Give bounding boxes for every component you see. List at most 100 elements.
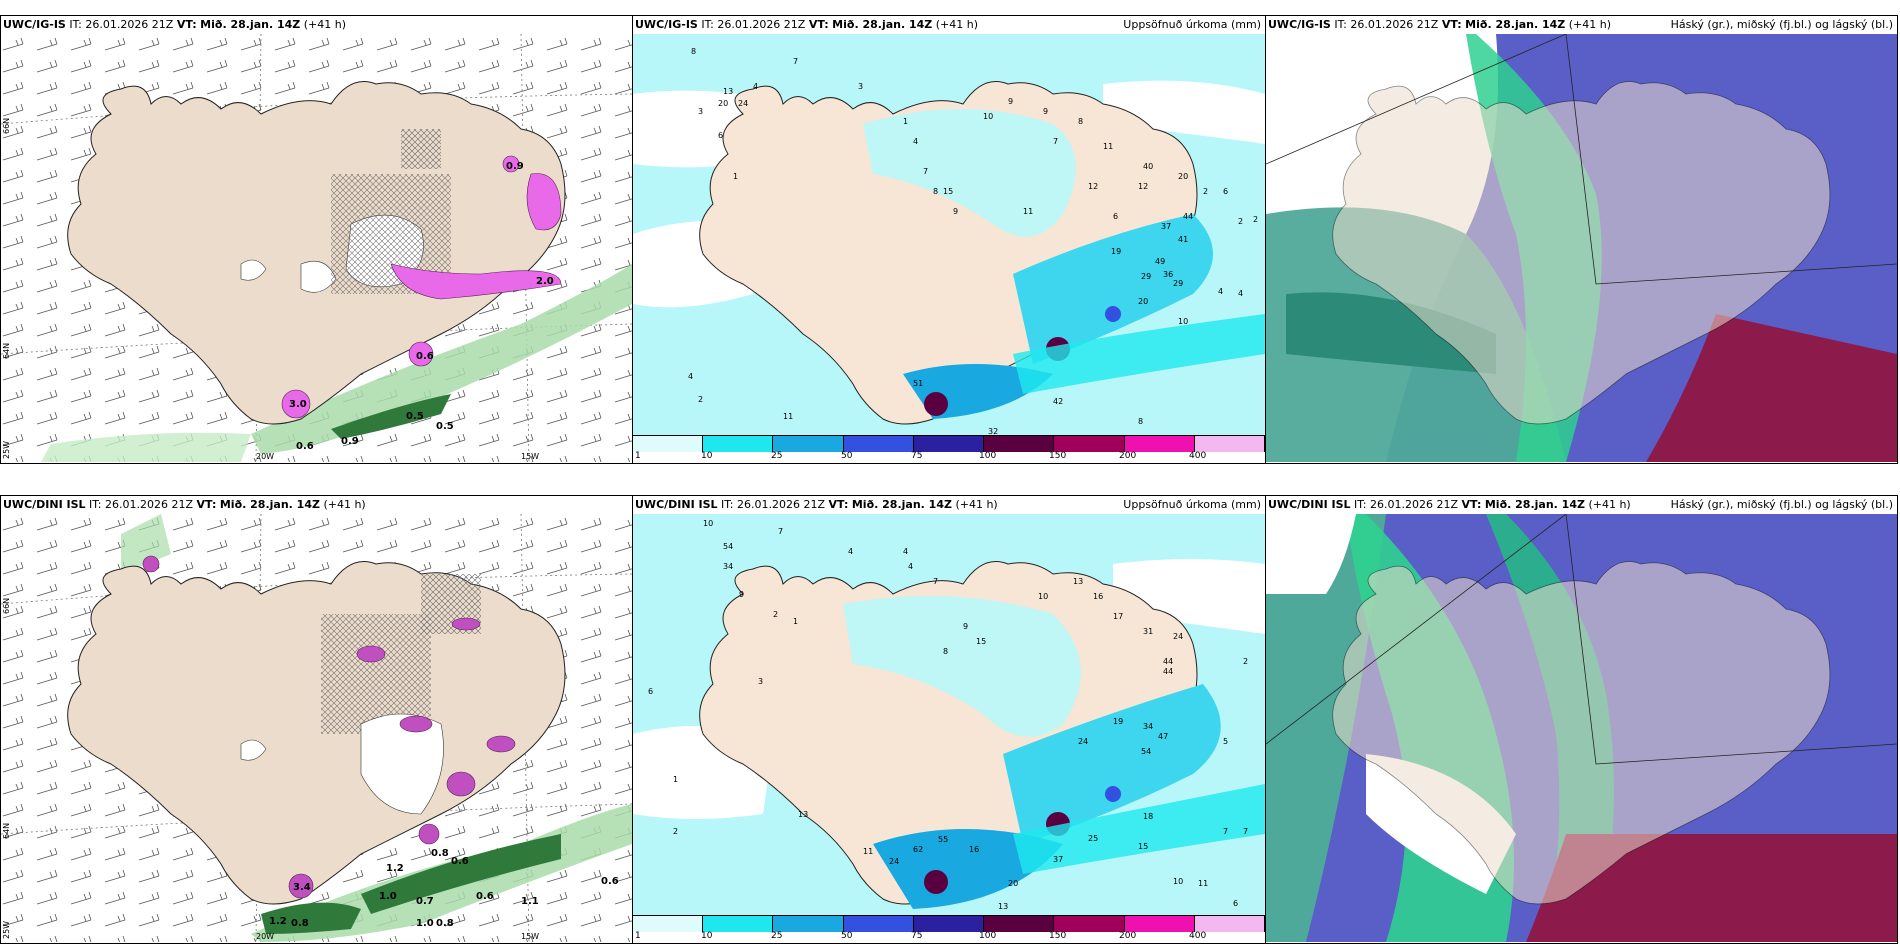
it-value: 26.01.2026 21Z bbox=[717, 18, 806, 31]
model-name: UWC/IG-IS bbox=[635, 18, 698, 31]
svg-text:8: 8 bbox=[1078, 117, 1083, 126]
lat-label: 66N bbox=[2, 598, 11, 614]
svg-text:25: 25 bbox=[1088, 834, 1098, 843]
svg-text:51: 51 bbox=[913, 379, 923, 388]
legend-swatch bbox=[1194, 436, 1265, 452]
svg-text:6: 6 bbox=[1223, 187, 1228, 196]
svg-text:11: 11 bbox=[1198, 879, 1208, 888]
snow-value: 0.6 bbox=[296, 441, 314, 452]
lead-time: (+41 h) bbox=[323, 498, 366, 511]
panel-precip-bottom: UWC/DINI ISL IT: 26.01.2026 21Z VT: Mið.… bbox=[632, 495, 1266, 944]
legend-swatch bbox=[633, 436, 704, 452]
snow-value: 0.6 bbox=[476, 891, 494, 902]
svg-text:1: 1 bbox=[733, 172, 738, 181]
svg-text:44: 44 bbox=[1163, 667, 1173, 676]
precip-map: 8 7 3 4 13 20 24 3 6 1 1 4 7 8 15 9 10 9… bbox=[633, 34, 1265, 435]
svg-text:15: 15 bbox=[943, 187, 953, 196]
svg-text:18: 18 bbox=[1143, 812, 1153, 821]
svg-text:10: 10 bbox=[1178, 317, 1188, 326]
svg-text:20: 20 bbox=[1178, 172, 1188, 181]
lon-label: 15W bbox=[521, 452, 539, 461]
svg-text:13: 13 bbox=[998, 902, 1008, 911]
panel-header: UWC/DINI ISL IT: 26.01.2026 21Z VT: Mið.… bbox=[1, 496, 632, 514]
svg-text:7: 7 bbox=[1053, 137, 1058, 146]
svg-text:4: 4 bbox=[688, 372, 693, 381]
precip-values: 8 7 3 4 13 20 24 3 6 1 1 4 7 8 15 9 10 9… bbox=[688, 47, 1258, 435]
svg-text:3: 3 bbox=[858, 82, 863, 91]
svg-text:62: 62 bbox=[913, 845, 923, 854]
svg-text:1: 1 bbox=[793, 617, 798, 626]
snow-value: 0.5 bbox=[406, 411, 424, 422]
svg-text:29: 29 bbox=[1141, 272, 1151, 281]
svg-text:19: 19 bbox=[1113, 717, 1123, 726]
svg-text:9: 9 bbox=[739, 590, 744, 599]
vt-value: Mið. 28.jan. 14Z bbox=[1484, 498, 1585, 511]
panel-header: UWC/DINI ISL IT: 26.01.2026 21Z VT: Mið.… bbox=[633, 496, 1265, 514]
vt-label: VT: bbox=[176, 18, 197, 31]
lon-label: 25W bbox=[2, 441, 11, 459]
legend-swatch bbox=[1054, 436, 1125, 452]
svg-text:8: 8 bbox=[943, 647, 948, 656]
lead-time: (+41 h) bbox=[303, 18, 347, 31]
svg-text:2: 2 bbox=[773, 610, 778, 619]
svg-text:31: 31 bbox=[1143, 627, 1153, 636]
svg-text:9: 9 bbox=[1008, 97, 1013, 106]
lead-time: (+41 h) bbox=[1568, 18, 1612, 31]
legend-label: 50 bbox=[841, 931, 853, 941]
svg-text:7: 7 bbox=[1243, 827, 1248, 836]
legend-label: 25 bbox=[771, 931, 783, 941]
legend-label: 10 bbox=[701, 451, 713, 461]
svg-text:4: 4 bbox=[753, 82, 758, 91]
it-label: IT: bbox=[1354, 498, 1367, 511]
it-label: IT: bbox=[89, 498, 102, 511]
svg-text:3: 3 bbox=[758, 677, 763, 686]
svg-text:6: 6 bbox=[648, 687, 653, 696]
svg-text:55: 55 bbox=[938, 835, 948, 844]
svg-text:2: 2 bbox=[698, 395, 703, 404]
panel-clouds-bottom: UWC/DINI ISL IT: 26.01.2026 21Z VT: Mið.… bbox=[1265, 495, 1898, 944]
panel-wind-snow-top: UWC/IG-IS IT: 26.01.2026 21Z VT: Mið. 28… bbox=[0, 15, 633, 464]
panel-wind-snow-bottom: UWC/DINI ISL IT: 26.01.2026 21Z VT: Mið.… bbox=[0, 495, 633, 944]
snow-value: 3.0 bbox=[289, 399, 307, 410]
svg-text:9: 9 bbox=[1043, 107, 1048, 116]
svg-text:20: 20 bbox=[1008, 879, 1018, 888]
vt-value: Mið. 28.jan. 14Z bbox=[1465, 18, 1566, 31]
svg-text:7: 7 bbox=[793, 57, 798, 66]
svg-text:47: 47 bbox=[1158, 732, 1168, 741]
legend-label: 400 bbox=[1189, 931, 1207, 941]
panel-header: UWC/IG-IS IT: 26.01.2026 21Z VT: Mið. 28… bbox=[1266, 16, 1897, 34]
svg-text:7: 7 bbox=[933, 577, 938, 586]
svg-text:2: 2 bbox=[1243, 657, 1248, 666]
legend-swatch bbox=[633, 916, 704, 932]
svg-text:20: 20 bbox=[1138, 297, 1148, 306]
lon-label: 25W bbox=[2, 921, 11, 939]
wind-snow-map: 1.2 0.8 0.6 1.0 0.7 0.6 1.1 1.2 0.8 1.0 … bbox=[1, 514, 632, 942]
panel-header: UWC/IG-IS IT: 26.01.2026 21Z VT: Mið. 28… bbox=[1, 16, 632, 34]
svg-text:34: 34 bbox=[1143, 722, 1153, 731]
snow-value: 0.9 bbox=[341, 436, 359, 447]
lon-label: 15W bbox=[521, 932, 539, 941]
legend-label: 75 bbox=[911, 451, 923, 461]
legend-label: 1 bbox=[635, 451, 641, 461]
svg-text:2: 2 bbox=[1238, 217, 1243, 226]
svg-text:20: 20 bbox=[718, 99, 728, 108]
svg-text:11: 11 bbox=[1023, 207, 1033, 216]
iceland-landmass bbox=[67, 561, 566, 905]
snow-value: 0.8 bbox=[431, 848, 449, 859]
svg-text:29: 29 bbox=[1173, 279, 1183, 288]
svg-text:36: 36 bbox=[1163, 270, 1173, 279]
snow-value: 0.9 bbox=[506, 161, 524, 172]
svg-text:11: 11 bbox=[1103, 142, 1113, 151]
iceland-landmass bbox=[1332, 561, 1831, 905]
legend-swatch bbox=[843, 436, 914, 452]
lat-label: 64N bbox=[2, 823, 11, 839]
precip-title: Uppsöfnuð úrkoma (mm) bbox=[1123, 18, 1261, 31]
svg-text:9: 9 bbox=[963, 622, 968, 631]
lon-label: 20W bbox=[256, 932, 274, 941]
legend-label: 10 bbox=[701, 931, 713, 941]
svg-text:4: 4 bbox=[913, 137, 918, 146]
lead-time: (+41 h) bbox=[935, 18, 979, 31]
snow-value: 1.0 bbox=[416, 918, 434, 929]
lat-label: 64N bbox=[2, 343, 11, 359]
svg-text:24: 24 bbox=[1173, 632, 1183, 641]
